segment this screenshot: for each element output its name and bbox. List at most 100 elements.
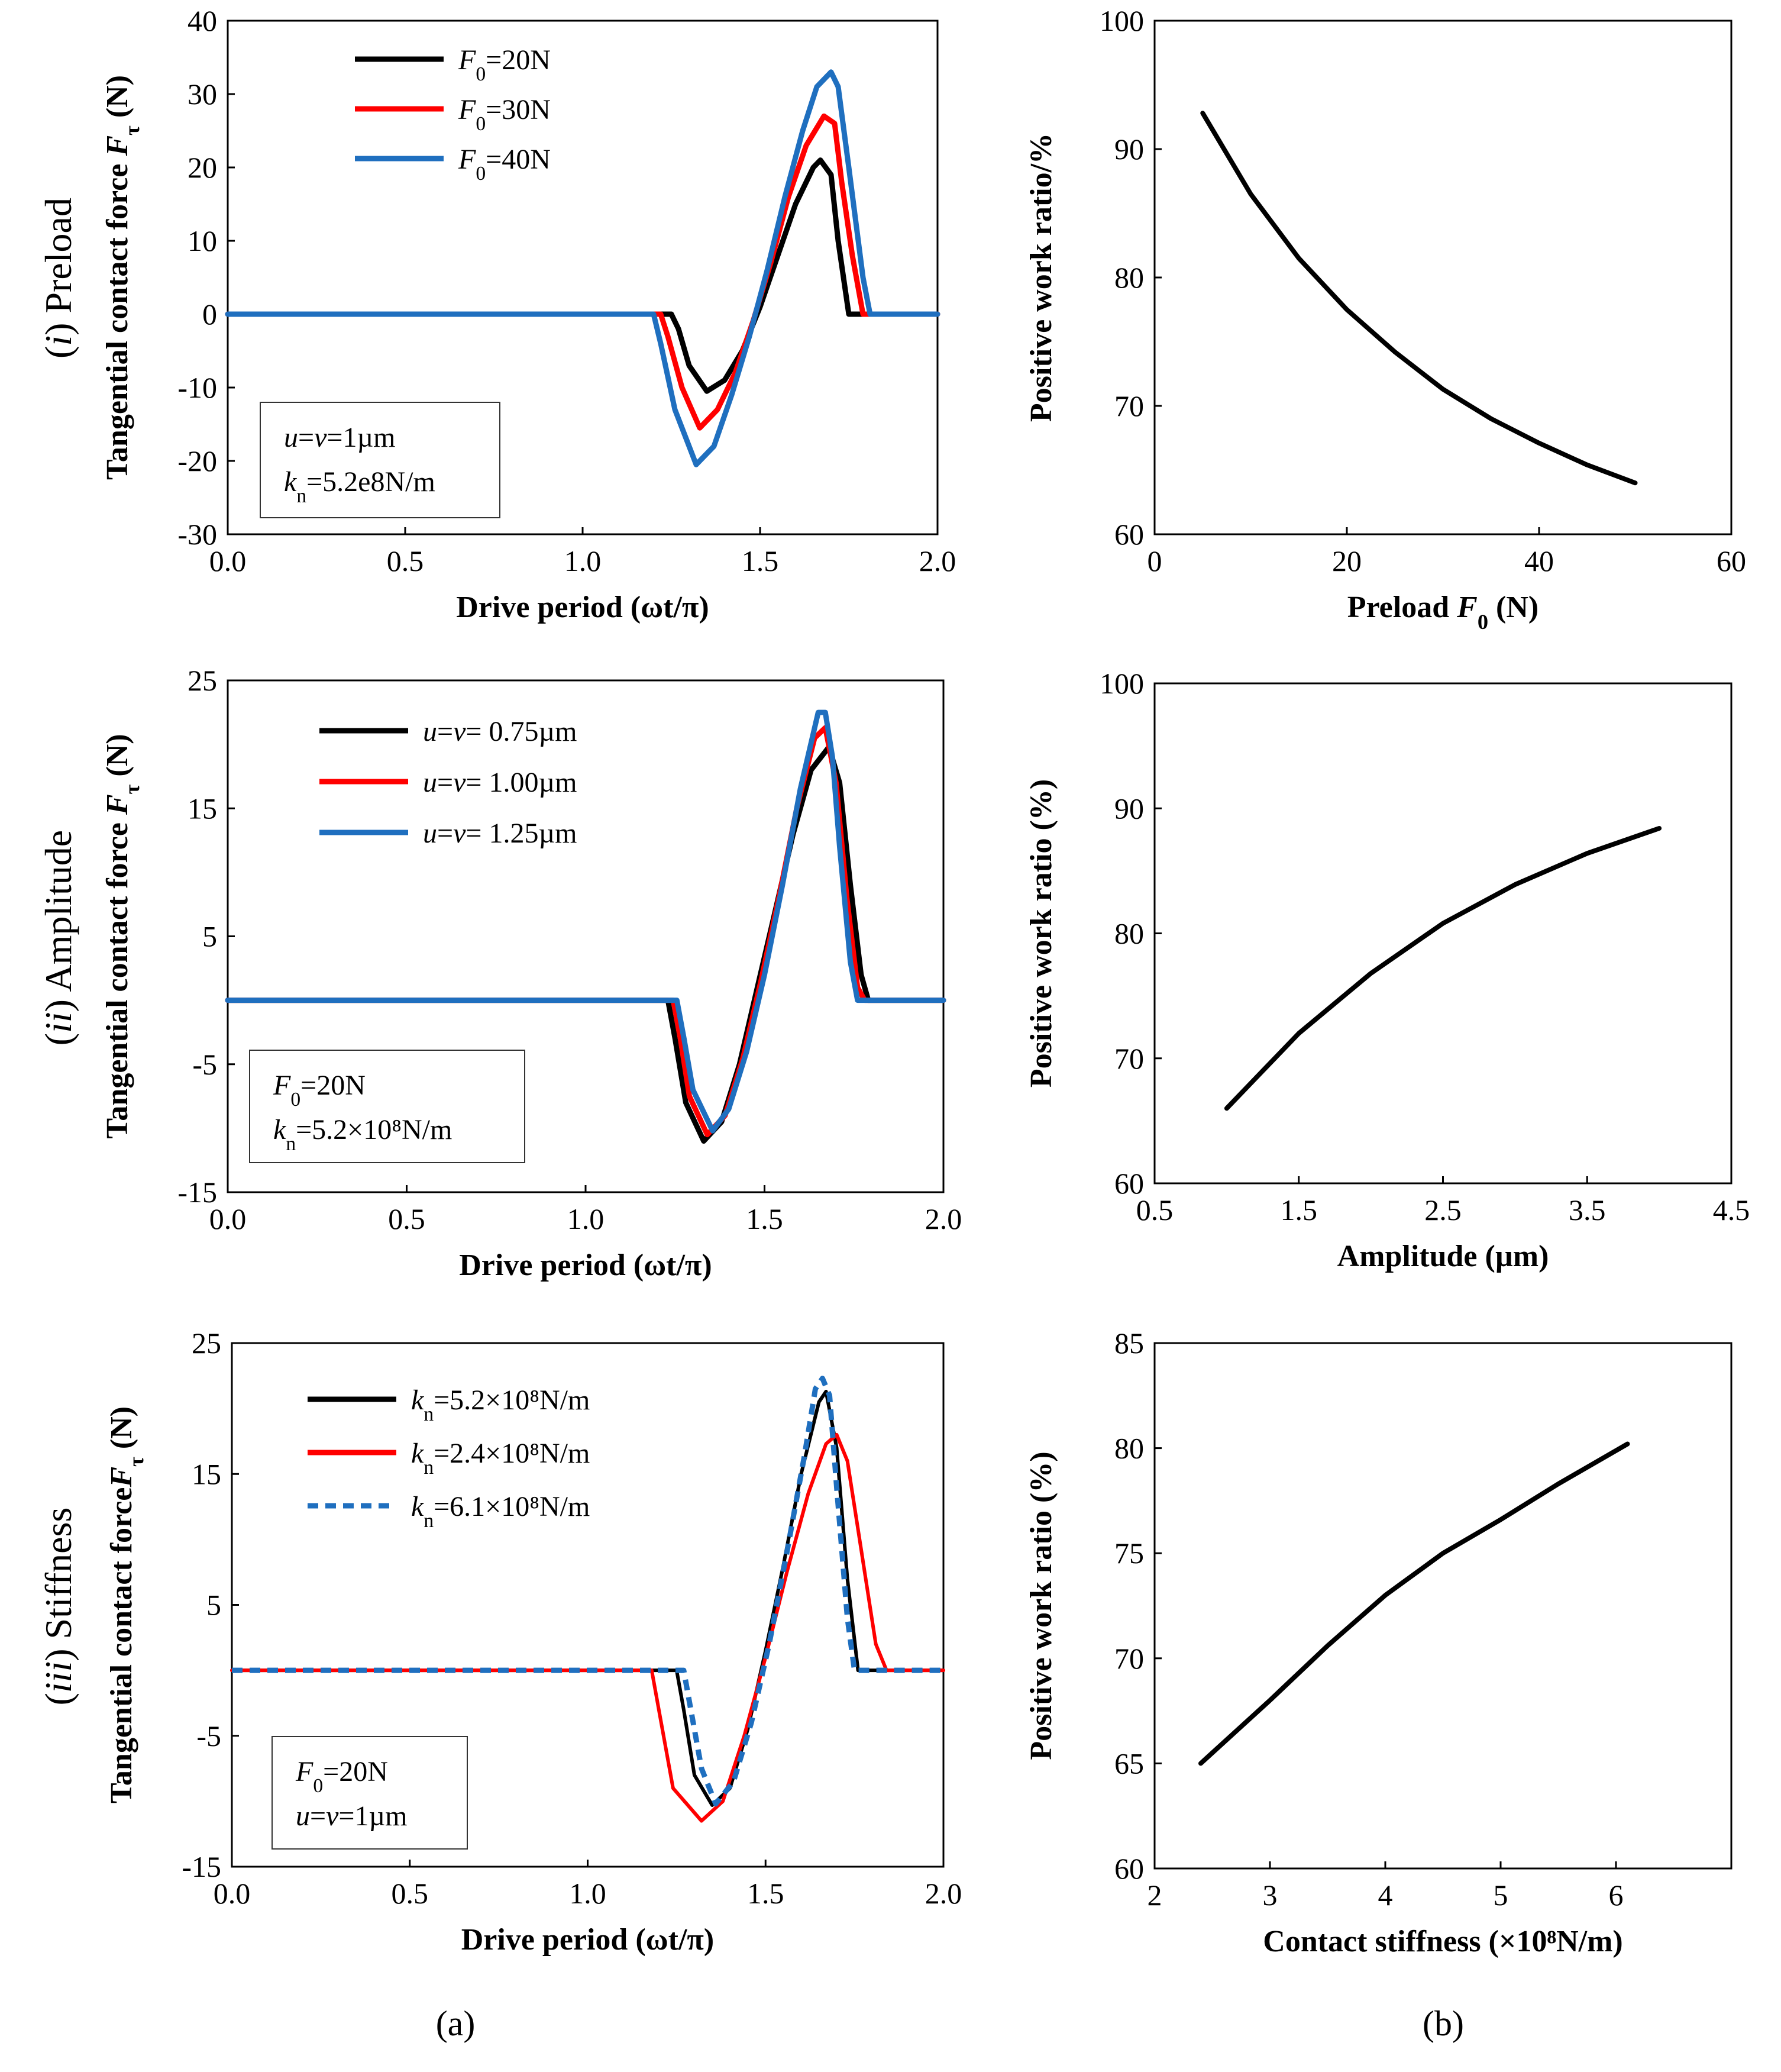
panel-label-b: (b) [1423, 2004, 1464, 2043]
x-axis-title: Drive period (ωt/π) [456, 590, 709, 624]
x-tick-label: 2.0 [925, 1202, 962, 1235]
x-tick-label: 0.5 [387, 544, 424, 577]
x-axis-title: Drive period (ωt/π) [461, 1923, 715, 1957]
y-tick-label: 90 [1114, 133, 1144, 166]
x-tick-label: 3.5 [1569, 1193, 1606, 1227]
y-tick-label: 80 [1114, 917, 1144, 950]
y-tick-label: 30 [188, 78, 217, 111]
y-tick-label: 100 [1100, 4, 1144, 37]
y-tick-label: 15 [188, 792, 217, 825]
y-tick-label: 100 [1100, 667, 1144, 700]
y-tick-label: 90 [1114, 792, 1144, 825]
x-tick-label: 20 [1332, 544, 1362, 577]
series-line-3 [225, 69, 940, 467]
legend-label: kn=5.2×10⁸N/m [411, 1384, 590, 1425]
info-box-line: F0=20N [295, 1756, 388, 1797]
x-tick-label: 2.0 [919, 544, 956, 577]
y-tick-label: -15 [182, 1850, 221, 1883]
y-tick-label: 75 [1114, 1537, 1144, 1570]
y-tick-label: 85 [1114, 1327, 1144, 1360]
y-tick-label: 70 [1114, 1042, 1144, 1075]
series-line-3 [232, 1376, 943, 1807]
y-tick-label: 60 [1114, 1167, 1144, 1200]
row-label: (iii) Stiffness [37, 1508, 79, 1706]
chart-a1: 0.0 0.5 1.0 1.5 2.0 -30 -20 -10 0 10 20 30 40 Drive p… [37, 4, 956, 624]
x-axis-title: Preload F0 (N) [1347, 590, 1538, 634]
series-line-1 [1200, 111, 1638, 486]
chart-b3: 2 3 4 5 6 60 65 70 75 80 85 Contact stiffness (×10⁸… [1024, 1327, 1732, 1958]
x-tick-label: 2.0 [925, 1877, 962, 1910]
info-box-line: F0=20N [273, 1070, 366, 1111]
y-tick-label: 40 [188, 4, 217, 37]
legend-label: u=v= 0.75µm [423, 716, 577, 747]
chart-a3: 0.0 0.5 1.0 1.5 2.0 -15 -5 5 15 25 Drive period (ω… [37, 1327, 962, 1957]
series-line-1 [1224, 826, 1662, 1111]
y-axis-title: Positive work ratio/% [1024, 133, 1058, 422]
series-line-3 [225, 709, 946, 1134]
y-tick-label: 0 [202, 298, 217, 331]
x-tick-label: 4 [1378, 1879, 1393, 1912]
y-tick-label: 5 [206, 1589, 221, 1622]
y-tick-label: 25 [192, 1327, 221, 1360]
y-axis-title: Tangential contact force Fτ (N) [101, 734, 144, 1138]
x-tick-label: 1.5 [746, 1202, 783, 1235]
legend-label: kn=6.1×10⁸N/m [411, 1491, 590, 1532]
x-tick-label: 1.5 [742, 544, 779, 577]
legend-label: u=v= 1.00µm [423, 767, 577, 798]
chart-b1: 0 20 40 60 60 70 80 90 100 Preload F0 (N) Positive… [1024, 4, 1746, 634]
y-axis-title: Positive work ratio (%) [1024, 1451, 1058, 1760]
y-axis-title: Tangential contact force Fτ (N) [101, 75, 144, 480]
x-tick-label: 1.5 [1281, 1193, 1318, 1227]
x-tick-label: 3 [1263, 1879, 1278, 1912]
x-tick-label: 0.0 [209, 1202, 247, 1235]
y-tick-label: -20 [177, 444, 217, 477]
x-tick-label: 1.0 [569, 1877, 606, 1910]
series-line-1 [1198, 1441, 1630, 1766]
chart-b2: 0.5 1.5 2.5 3.5 4.5 60 70 80 90 100 Amplitude (µm)… [1024, 667, 1750, 1273]
y-tick-label: 60 [1114, 1852, 1144, 1885]
x-tick-label: 2.5 [1424, 1193, 1462, 1227]
x-tick-label: 0.0 [209, 544, 247, 577]
legend-label: kn=2.4×10⁸N/m [411, 1438, 590, 1479]
x-tick-label: 60 [1717, 544, 1746, 577]
y-tick-label: 65 [1114, 1747, 1144, 1780]
legend-label: F0=40N [458, 144, 551, 185]
y-tick-label: 60 [1114, 518, 1144, 551]
info-box-line: u=v=1µm [284, 422, 395, 453]
y-tick-label: 10 [188, 224, 217, 257]
info-box-line: kn=5.2e8N/m [284, 466, 435, 507]
info-box [260, 402, 500, 518]
y-tick-label: 20 [188, 151, 217, 184]
y-tick-label: -30 [177, 518, 217, 551]
y-tick-label: 25 [188, 664, 217, 697]
legend-label: u=v= 1.25µm [423, 818, 577, 849]
x-tick-label: 0.5 [392, 1877, 429, 1910]
x-axis-title: Contact stiffness (×10⁸N/m) [1263, 1925, 1622, 1958]
row-label: (i) Preload [37, 198, 79, 359]
x-axis-title: Drive period (ωt/π) [459, 1248, 712, 1282]
y-tick-label: -5 [192, 1048, 217, 1081]
y-tick-label: 70 [1114, 389, 1144, 422]
info-box-line: kn=5.2×10⁸N/m [273, 1114, 452, 1155]
row-label: (ii) Amplitude [37, 830, 79, 1045]
y-tick-label: -10 [177, 371, 217, 404]
series-line-1 [230, 1389, 945, 1807]
series-line-2 [230, 1432, 945, 1823]
y-tick-label: 80 [1114, 261, 1144, 294]
x-tick-label: 40 [1524, 544, 1554, 577]
series-line-1 [225, 157, 940, 394]
x-tick-label: 2 [1148, 1879, 1162, 1912]
x-tick-label: 1.0 [564, 544, 602, 577]
y-tick-label: 80 [1114, 1432, 1144, 1465]
y-tick-label: 15 [192, 1457, 221, 1490]
x-tick-label: 1.5 [747, 1877, 784, 1910]
y-axis-title: Tangential contact forceFτ (N) [105, 1406, 148, 1803]
legend-label: F0=20N [458, 44, 551, 85]
y-axis-title: Positive work ratio (%) [1024, 779, 1058, 1087]
x-tick-label: 5 [1494, 1879, 1508, 1912]
x-tick-label: 0 [1148, 544, 1162, 577]
x-tick-label: 0.5 [388, 1202, 425, 1235]
info-box [249, 1050, 525, 1163]
x-tick-label: 6 [1609, 1879, 1624, 1912]
